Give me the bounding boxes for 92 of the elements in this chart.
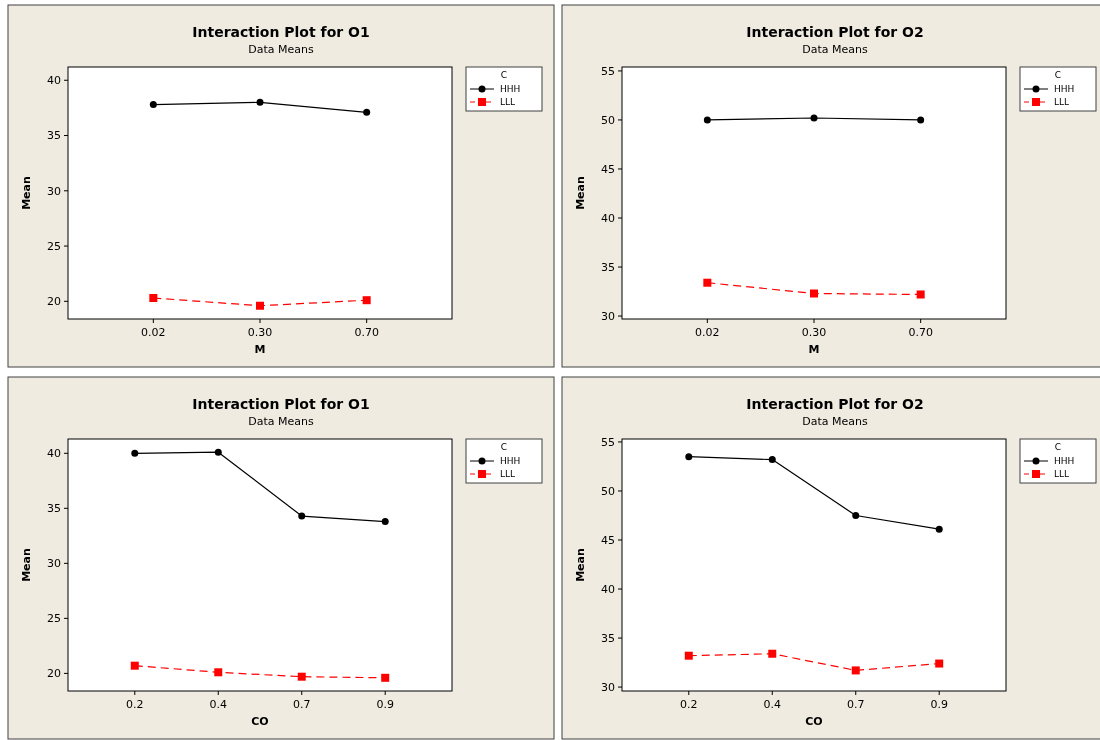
legend-label: LLL	[1054, 469, 1070, 480]
chart-title: Interaction Plot for O2	[746, 396, 924, 412]
y-tick-label: 40	[601, 211, 615, 225]
y-tick-label: 20	[47, 667, 61, 681]
chart-title: Interaction Plot for O2	[746, 24, 924, 40]
legend-title: C	[500, 70, 508, 80]
y-tick-label: 30	[601, 309, 615, 323]
y-tick-label: 40	[47, 74, 61, 88]
x-tick-label: 0.9	[376, 698, 394, 711]
point	[363, 108, 371, 116]
point	[256, 301, 264, 310]
x-tick-label: 0.30	[801, 326, 827, 339]
x-tick-label: 0.70	[354, 326, 379, 339]
y-tick-label: 45	[601, 533, 615, 547]
y-tick-label: 35	[47, 129, 61, 143]
point	[810, 289, 818, 298]
x-tick-label: 0.30	[247, 326, 273, 339]
y-axis-title: Mean	[20, 548, 33, 582]
y-tick-label: 50	[601, 113, 615, 127]
y-tick-label: 55	[601, 64, 615, 78]
x-tick-label: 0.7	[846, 698, 865, 711]
legend-label: HHH	[1054, 84, 1075, 95]
legend-label: LLL	[500, 97, 516, 108]
x-tick-label: 0.9	[930, 698, 948, 711]
y-tick-label: 45	[601, 162, 615, 176]
chart-subtitle: Data Means	[248, 43, 314, 56]
x-tick-label: 0.2	[126, 698, 144, 711]
legend-label: HHH	[500, 84, 521, 95]
x-axis-title: CO	[251, 715, 269, 728]
x-tick-label: 0.02	[141, 326, 166, 339]
chart-subtitle: Data Means	[802, 415, 868, 428]
x-axis-title: CO	[805, 715, 823, 728]
point	[256, 98, 264, 106]
legend-title: C	[1054, 442, 1062, 452]
y-tick-label: 40	[47, 447, 61, 461]
x-tick-label: 0.2	[680, 698, 698, 711]
point	[916, 290, 925, 299]
y-axis-title: Mean	[574, 548, 587, 582]
point	[381, 673, 390, 682]
point	[214, 448, 222, 456]
y-axis-title: Mean	[574, 176, 587, 210]
point	[852, 511, 860, 519]
point	[130, 661, 139, 670]
point	[935, 525, 943, 533]
y-tick-label: 35	[47, 502, 61, 516]
point	[685, 453, 693, 461]
chart-title: Interaction Plot for O1	[192, 396, 370, 412]
point	[703, 116, 711, 124]
chart-subtitle: Data Means	[802, 43, 868, 56]
x-tick-label: 0.4	[763, 698, 782, 711]
y-tick-label: 20	[47, 295, 61, 309]
x-tick-label: 0.7	[292, 698, 311, 711]
point	[768, 456, 776, 464]
point	[935, 659, 944, 668]
point	[131, 449, 139, 457]
point	[362, 296, 371, 305]
y-tick-label: 25	[47, 612, 61, 626]
point	[768, 649, 777, 658]
y-tick-label: 40	[601, 582, 615, 596]
y-tick-label: 35	[601, 260, 615, 274]
point	[298, 512, 306, 520]
y-tick-label: 50	[601, 484, 615, 498]
point	[381, 518, 389, 526]
legend-title: C	[500, 442, 508, 452]
legend-label: HHH	[500, 456, 521, 467]
y-tick-label: 55	[601, 435, 615, 449]
point	[297, 672, 306, 681]
chart-subtitle: Data Means	[248, 415, 314, 428]
legend-label: HHH	[1054, 456, 1075, 467]
point	[917, 116, 925, 124]
y-tick-label: 30	[47, 557, 61, 571]
chart-title: Interaction Plot for O1	[192, 24, 370, 40]
y-tick-label: 35	[601, 631, 615, 645]
legend-label: LLL	[1054, 97, 1070, 108]
y-tick-label: 25	[47, 239, 61, 253]
x-tick-label: 0.70	[908, 326, 933, 339]
x-axis-title: M	[808, 343, 820, 356]
x-axis-title: M	[254, 343, 266, 356]
point	[149, 294, 158, 302]
y-tick-label: 30	[47, 184, 61, 198]
point	[149, 101, 157, 109]
legend-title: C	[1054, 70, 1062, 80]
point	[810, 114, 818, 122]
point	[851, 666, 860, 675]
x-tick-label: 0.4	[209, 698, 228, 711]
point	[684, 651, 693, 660]
legend-label: LLL	[500, 469, 516, 480]
point	[214, 668, 223, 677]
y-axis-title: Mean	[20, 176, 33, 210]
y-tick-label: 30	[601, 680, 615, 694]
point	[703, 278, 712, 287]
x-tick-label: 0.02	[695, 326, 720, 339]
